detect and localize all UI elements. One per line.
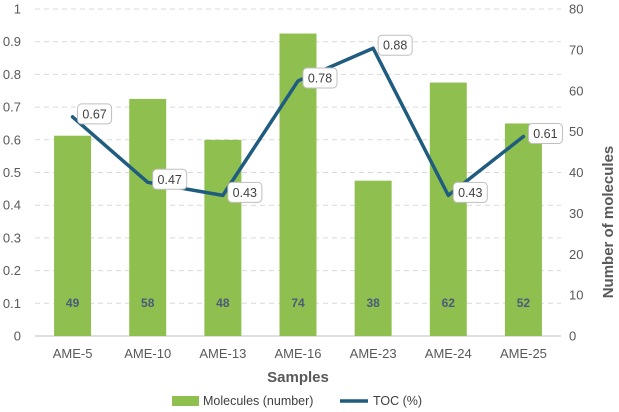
bar: [354, 180, 392, 336]
toc-label-text: 0.43: [233, 186, 257, 200]
y-right-tick-label: 70: [569, 42, 583, 57]
toc-label-box: [227, 181, 263, 203]
toc-label-box: [527, 123, 563, 145]
toc-data-label: 0.47: [152, 168, 188, 190]
bar-data-label: 48: [216, 296, 230, 310]
bar-data-label: 38: [366, 296, 380, 310]
y-left-tick-label: 0.9: [3, 34, 21, 49]
toc-label-text: 0.47: [158, 173, 182, 187]
y-left-tick-label: 0.3: [3, 230, 21, 245]
bar: [204, 139, 242, 336]
bar: [504, 123, 542, 336]
y-left-tick-label: 0.5: [3, 165, 21, 180]
toc-data-label: 0.43: [452, 181, 488, 203]
toc-label-text: 0.43: [458, 186, 482, 200]
x-tick-label: AME-16: [275, 346, 322, 361]
bar-data-label: 58: [141, 296, 155, 310]
toc-data-label: 0.43: [227, 181, 263, 203]
toc-label-box: [152, 168, 188, 190]
line-series: [70, 46, 526, 198]
toc-data-label: 0.67: [77, 103, 113, 125]
x-tick-label: AME-5: [53, 346, 93, 361]
y-left-tick-label: 0.7: [3, 100, 21, 115]
legend: Molecules (number) TOC (%): [172, 394, 422, 408]
y-right-tick-label: 40: [569, 165, 583, 180]
toc-label-box: [77, 103, 113, 125]
y-left-tick-label: 0.1: [3, 296, 21, 311]
y-left-tick-label: 0.2: [3, 263, 21, 278]
bar: [54, 135, 92, 336]
legend-label-toc: TOC (%): [373, 394, 422, 408]
y-axis-right: 0 10 20 30 40 50 60 70 80: [569, 2, 583, 344]
toc-label-text: 0.78: [308, 71, 332, 85]
toc-label-text: 0.67: [82, 107, 106, 121]
toc-label-box: [452, 181, 488, 203]
y-right-tick-label: 50: [569, 124, 583, 139]
y-right-tick-label: 10: [569, 288, 583, 303]
x-tick-label: AME-13: [199, 346, 246, 361]
toc-label-text: 0.61: [533, 127, 557, 141]
toc-label-box: [302, 67, 338, 89]
x-tick-label: AME-24: [425, 346, 472, 361]
y-left-tick-label: 1: [14, 2, 21, 17]
y-right-tick-label: 60: [569, 83, 583, 98]
bar-series: [54, 33, 542, 337]
y-axis-left: 0 0.1 0.2 0.3 0.4 0.5 0.6 0.7 0.8 0.9 1: [3, 2, 21, 344]
toc-label-text: 0.88: [383, 39, 407, 53]
line-labels: 0.67 0.47 0.43 0.78 0.88 0.43 0.61: [77, 34, 563, 203]
y-right-tick-label: 30: [569, 206, 583, 221]
toc-data-label: 0.78: [302, 67, 338, 89]
x-tick-label: AME-25: [500, 346, 547, 361]
bar-data-label: 74: [291, 296, 305, 310]
x-axis-title: Samples: [267, 369, 329, 386]
bar: [429, 82, 467, 336]
y-left-tick-label: 0.4: [3, 198, 21, 213]
x-axis: AME-5 AME-10 AME-13 AME-16 AME-23 AME-24 AME-2…: [53, 346, 547, 361]
x-tick-label: AME-23: [350, 346, 397, 361]
bar-labels: 49 58 48 74 38 62 52: [66, 296, 531, 310]
y-right-tick-label: 0: [569, 329, 576, 344]
x-tick-label: AME-10: [124, 346, 171, 361]
legend-swatch-molecules: [172, 396, 199, 406]
bar: [129, 98, 167, 336]
y-right-tick-label: 80: [569, 2, 583, 17]
legend-label-molecules: Molecules (number): [203, 394, 313, 408]
y-left-tick-label: 0.8: [3, 67, 21, 82]
y-axis-right-title: Number of molecules: [600, 146, 617, 299]
bar-data-label: 62: [442, 296, 456, 310]
toc-label-box: [377, 34, 413, 56]
y-right-tick-label: 20: [569, 247, 583, 262]
toc-data-label: 0.61: [527, 123, 563, 145]
toc-line: [70, 46, 526, 198]
bar-data-label: 49: [66, 296, 80, 310]
bar-data-label: 52: [517, 296, 531, 310]
y-left-tick-label: 0: [14, 329, 21, 344]
toc-data-label: 0.88: [377, 34, 413, 56]
y-left-tick-label: 0.6: [3, 132, 21, 147]
